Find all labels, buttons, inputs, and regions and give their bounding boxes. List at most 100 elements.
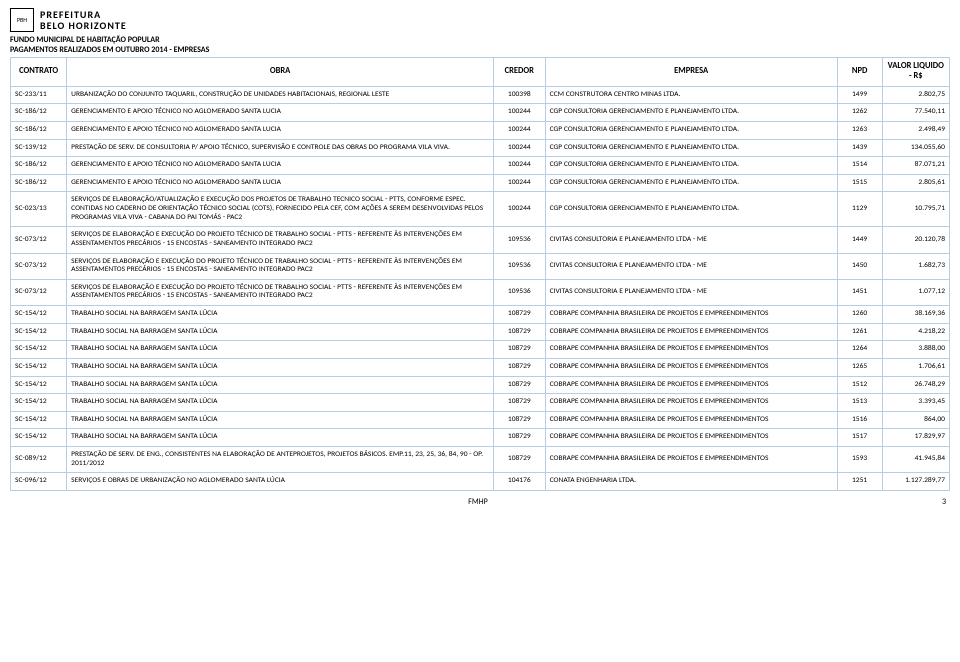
cell-valor: 2.498,49 [882,121,949,139]
cell-npd: 1515 [837,174,882,192]
cell-valor: 1.127.289,77 [882,473,949,491]
cell-empresa: CGP CONSULTORIA GERENCIAMENTO E PLANEJAM… [545,139,837,157]
cell-obra: TRABALHO SOCIAL NA BARRAGEM SANTA LÚCIA [67,394,494,412]
col-header-empresa: EMPRESA [545,58,837,87]
cell-obra: GERENCIAMENTO E APOIO TÉCNICO NO AGLOMER… [67,121,494,139]
cell-credor: 100244 [493,192,545,227]
header-logo: PBH PREFEITURA BELO HORIZONTE [10,8,950,32]
cell-npd: 1449 [837,227,882,253]
cell-obra: TRABALHO SOCIAL NA BARRAGEM SANTA LÚCIA [67,341,494,359]
cell-npd: 1260 [837,306,882,324]
cell-obra: SERVIÇOS DE ELABORAÇÃO E EXECUÇÃO DO PRO… [67,227,494,253]
table-row: SC-154/12TRABALHO SOCIAL NA BARRAGEM SAN… [11,341,950,359]
table-row: SC-186/12GERENCIAMENTO E APOIO TÉCNICO N… [11,104,950,122]
table-row: SC-073/12SERVIÇOS DE ELABORAÇÃO E EXECUÇ… [11,279,950,305]
cell-valor: 77.540,11 [882,104,949,122]
cell-empresa: CCM CONSTRUTORA CENTRO MINAS LTDA. [545,86,837,104]
cell-contrato: SC-096/12 [11,473,67,491]
cell-npd: 1499 [837,86,882,104]
cell-empresa: COBRAPE COMPANHIA BRASILEIRA DE PROJETOS… [545,341,837,359]
cell-empresa: CGP CONSULTORIA GERENCIAMENTO E PLANEJAM… [545,104,837,122]
cell-empresa: CIVITAS CONSULTORIA E PLANEJAMENTO LTDA … [545,279,837,305]
cell-npd: 1262 [837,104,882,122]
cell-empresa: COBRAPE COMPANHIA BRASILEIRA DE PROJETOS… [545,306,837,324]
cell-empresa: CONATA ENGENHARIA LTDA. [545,473,837,491]
cell-obra: SERVIÇOS DE ELABORAÇÃO E EXECUÇÃO DO PRO… [67,253,494,279]
cell-obra: TRABALHO SOCIAL NA BARRAGEM SANTA LÚCIA [67,306,494,324]
cell-npd: 1451 [837,279,882,305]
table-row: SC-096/12SERVIÇOS E OBRAS DE URBANIZAÇÃO… [11,473,950,491]
cell-contrato: SC-154/12 [11,306,67,324]
cell-empresa: CIVITAS CONSULTORIA E PLANEJAMENTO LTDA … [545,227,837,253]
cell-npd: 1263 [837,121,882,139]
col-header-contrato: CONTRATO [11,58,67,87]
table-row: SC-154/12TRABALHO SOCIAL NA BARRAGEM SAN… [11,411,950,429]
cell-contrato: SC-154/12 [11,358,67,376]
cell-npd: 1265 [837,358,882,376]
cell-empresa: COBRAPE COMPANHIA BRASILEIRA DE PROJETOS… [545,358,837,376]
table-row: SC-073/12SERVIÇOS DE ELABORAÇÃO E EXECUÇ… [11,227,950,253]
cell-obra: GERENCIAMENTO E APOIO TÉCNICO NO AGLOMER… [67,174,494,192]
cell-credor: 108729 [493,447,545,473]
cell-obra: PRESTAÇÃO DE SERV. DE ENG., CONSISTENTES… [67,447,494,473]
cell-credor: 108729 [493,376,545,394]
cell-obra: TRABALHO SOCIAL NA BARRAGEM SANTA LÚCIA [67,358,494,376]
cell-npd: 1514 [837,157,882,175]
cell-credor: 100244 [493,157,545,175]
table-row: SC-139/12PRESTAÇÃO DE SERV. DE CONSULTOR… [11,139,950,157]
cell-credor: 108729 [493,341,545,359]
cell-credor: 100244 [493,121,545,139]
cell-credor: 104176 [493,473,545,491]
cell-credor: 100398 [493,86,545,104]
cell-contrato: SC-233/11 [11,86,67,104]
cell-valor: 26.748,29 [882,376,949,394]
cell-valor: 3.888,00 [882,341,949,359]
cell-npd: 1517 [837,429,882,447]
cell-empresa: COBRAPE COMPANHIA BRASILEIRA DE PROJETOS… [545,376,837,394]
cell-empresa: COBRAPE COMPANHIA BRASILEIRA DE PROJETOS… [545,411,837,429]
cell-valor: 134.055,60 [882,139,949,157]
cell-valor: 1.682,73 [882,253,949,279]
col-header-npd: NPD [837,58,882,87]
cell-obra: SERVIÇOS E OBRAS DE URBANIZAÇÃO NO AGLOM… [67,473,494,491]
cell-contrato: SC-154/12 [11,341,67,359]
footer-page-number: 3 [942,497,946,507]
table-row: SC-186/12GERENCIAMENTO E APOIO TÉCNICO N… [11,174,950,192]
cell-npd: 1261 [837,323,882,341]
cell-valor: 1.706,61 [882,358,949,376]
cell-credor: 100244 [493,139,545,157]
cell-valor: 864,00 [882,411,949,429]
cell-credor: 108729 [493,429,545,447]
page-footer: FMHP 3 [10,497,950,507]
cell-empresa: CGP CONSULTORIA GERENCIAMENTO E PLANEJAM… [545,157,837,175]
cell-valor: 10.795,71 [882,192,949,227]
cell-credor: 108729 [493,358,545,376]
cell-contrato: SC-139/12 [11,139,67,157]
cell-contrato: SC-154/12 [11,394,67,412]
cell-empresa: COBRAPE COMPANHIA BRASILEIRA DE PROJETOS… [545,429,837,447]
cell-obra: TRABALHO SOCIAL NA BARRAGEM SANTA LÚCIA [67,411,494,429]
cell-npd: 1593 [837,447,882,473]
cell-contrato: SC-186/12 [11,174,67,192]
cell-contrato: SC-073/12 [11,227,67,253]
cell-credor: 100244 [493,174,545,192]
logo-icon: PBH [10,8,34,32]
cell-empresa: COBRAPE COMPANHIA BRASILEIRA DE PROJETOS… [545,323,837,341]
cell-valor: 1.077,12 [882,279,949,305]
cell-valor: 38.169,36 [882,306,949,324]
cell-obra: TRABALHO SOCIAL NA BARRAGEM SANTA LÚCIA [67,323,494,341]
table-row: SC-154/12TRABALHO SOCIAL NA BARRAGEM SAN… [11,376,950,394]
col-header-credor: CREDOR [493,58,545,87]
table-row: SC-186/12GERENCIAMENTO E APOIO TÉCNICO N… [11,121,950,139]
cell-valor: 41.945,84 [882,447,949,473]
table-row: SC-154/12TRABALHO SOCIAL NA BARRAGEM SAN… [11,358,950,376]
cell-contrato: SC-089/12 [11,447,67,473]
table-row: SC-154/12TRABALHO SOCIAL NA BARRAGEM SAN… [11,306,950,324]
cell-npd: 1516 [837,411,882,429]
cell-npd: 1129 [837,192,882,227]
cell-obra: PRESTAÇÃO DE SERV. DE CONSULTORIA P/ APO… [67,139,494,157]
cell-empresa: CIVITAS CONSULTORIA E PLANEJAMENTO LTDA … [545,253,837,279]
table-row: SC-073/12SERVIÇOS DE ELABORAÇÃO E EXECUÇ… [11,253,950,279]
cell-valor: 20.120,78 [882,227,949,253]
cell-credor: 109536 [493,253,545,279]
